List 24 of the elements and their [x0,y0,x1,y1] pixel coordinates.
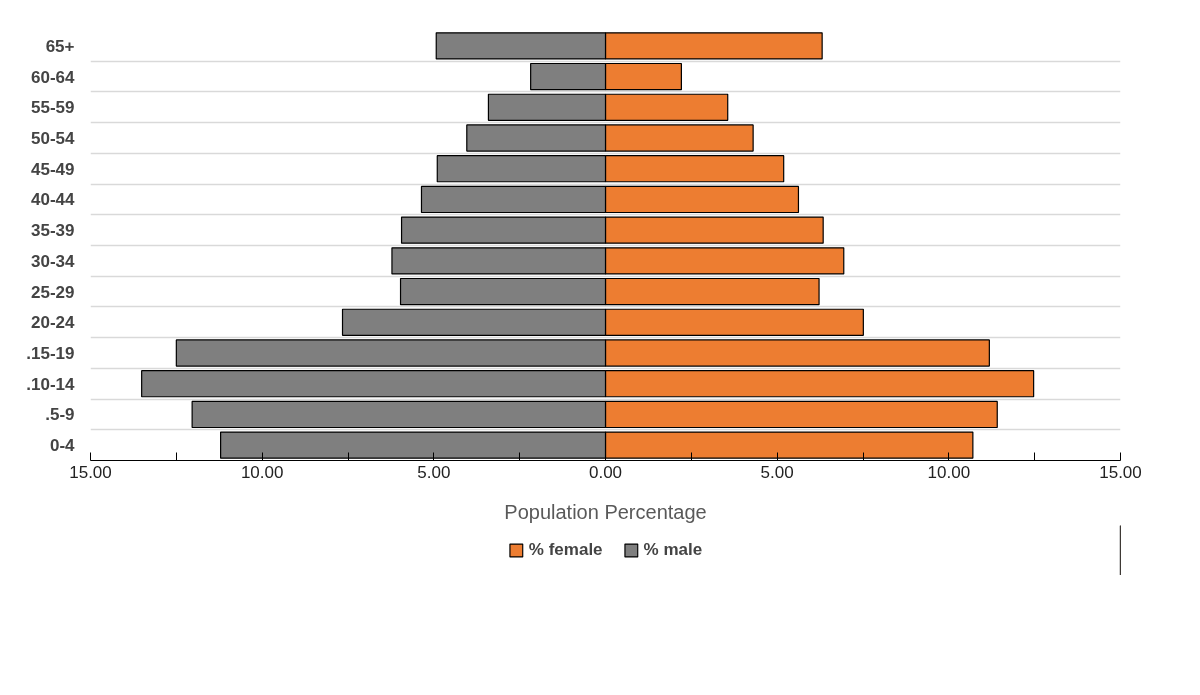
y-tick-label: 60-64 [31,67,76,87]
x-tick-label: 10.00 [240,462,284,482]
x-axis-title: Population Percentage [504,500,707,523]
y-tick-label: .5-9 [45,405,75,425]
legend-label: % female [528,540,603,560]
y-tick-label: 0-4 [49,436,76,456]
y-tick-label: .10-14 [26,374,76,394]
y-tick-label: 50-54 [31,129,76,148]
legend-label: % male [643,540,703,560]
y-tick-label: 30-34 [31,251,76,271]
y-tick-label: 65+ [45,36,75,56]
x-tick-label: 15.00 [69,462,112,482]
x-tick-label: 0.00 [588,462,623,482]
y-tick-label: 35-39 [31,221,75,241]
y-tick-label: 45-49 [31,159,75,179]
y-tick-label: .15-19 [26,344,75,363]
y-tick-label: 40-44 [31,190,76,210]
y-tick-label: 20-24 [31,313,76,333]
x-tick-label: 5.00 [760,462,794,482]
x-tick-label: 10.00 [927,462,971,482]
y-tick-label: 55-59 [31,98,75,118]
x-tick-label: 15.00 [1099,462,1142,482]
x-tick-label: 5.00 [417,462,451,482]
y-tick-label: 25-29 [31,282,75,302]
